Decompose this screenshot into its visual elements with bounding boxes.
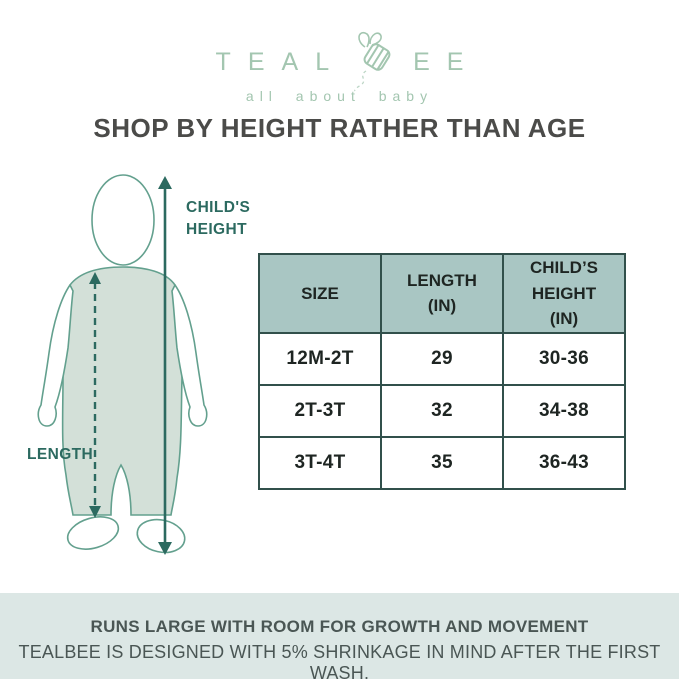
- bee-icon: [346, 31, 396, 92]
- header-length: LENGTH (IN): [380, 253, 504, 334]
- table-row: 12M-2T 29 30-36: [258, 331, 626, 386]
- logo-letter: L: [315, 47, 330, 76]
- baby-left-foot: [66, 516, 120, 550]
- height-arrow: [158, 176, 172, 555]
- footer-note: RUNS LARGE WITH ROOM FOR GROWTH AND MOVE…: [0, 593, 679, 679]
- baby-right-foot: [136, 518, 186, 554]
- logo-letter: E: [247, 47, 265, 76]
- cell-length: 32: [380, 383, 504, 438]
- cell-size: 2T-3T: [258, 383, 382, 438]
- cell-length: 35: [380, 435, 504, 490]
- brand-tagline: all about baby: [245, 88, 434, 104]
- footer-line1: RUNS LARGE WITH ROOM FOR GROWTH AND MOVE…: [90, 617, 589, 636]
- footer-line2: TEALBEE IS DESIGNED WITH 5% SHRINKAGE IN…: [18, 642, 661, 679]
- table-row: 3T-4T 35 36-43: [258, 435, 626, 490]
- cell-height: 34-38: [502, 383, 626, 438]
- brand-logo: T E A L E E: [0, 31, 679, 92]
- child-height-label: CHILD'S HEIGHT: [186, 199, 251, 239]
- baby-measurement-diagram: [37, 174, 208, 555]
- baby-head: [91, 174, 155, 266]
- size-chart-table: SIZE LENGTH (IN) CHILD’S HEIGHT (IN) 12M…: [258, 253, 626, 490]
- table-header-row: SIZE LENGTH (IN) CHILD’S HEIGHT (IN): [258, 253, 626, 334]
- length-arrow: [89, 272, 101, 518]
- logo-letter: E: [446, 47, 464, 76]
- romper-garment: [61, 266, 184, 516]
- cell-size: 12M-2T: [258, 331, 382, 386]
- cell-size: 3T-4T: [258, 435, 382, 490]
- cell-length: 29: [380, 331, 504, 386]
- logo-letter: A: [281, 47, 299, 76]
- page-title: SHOP BY HEIGHT RATHER THAN AGE: [93, 113, 586, 143]
- header-child-height: CHILD’S HEIGHT (IN): [502, 253, 626, 334]
- cell-height: 36-43: [502, 435, 626, 490]
- baby-right-arm: [171, 284, 208, 427]
- baby-left-arm: [37, 284, 74, 427]
- logo-letter: T: [215, 47, 231, 76]
- logo-letter: E: [413, 47, 430, 76]
- length-label: LENGTH: [27, 446, 94, 463]
- table-row: 2T-3T 32 34-38: [258, 383, 626, 438]
- header-size: SIZE: [258, 253, 382, 334]
- cell-height: 30-36: [502, 331, 626, 386]
